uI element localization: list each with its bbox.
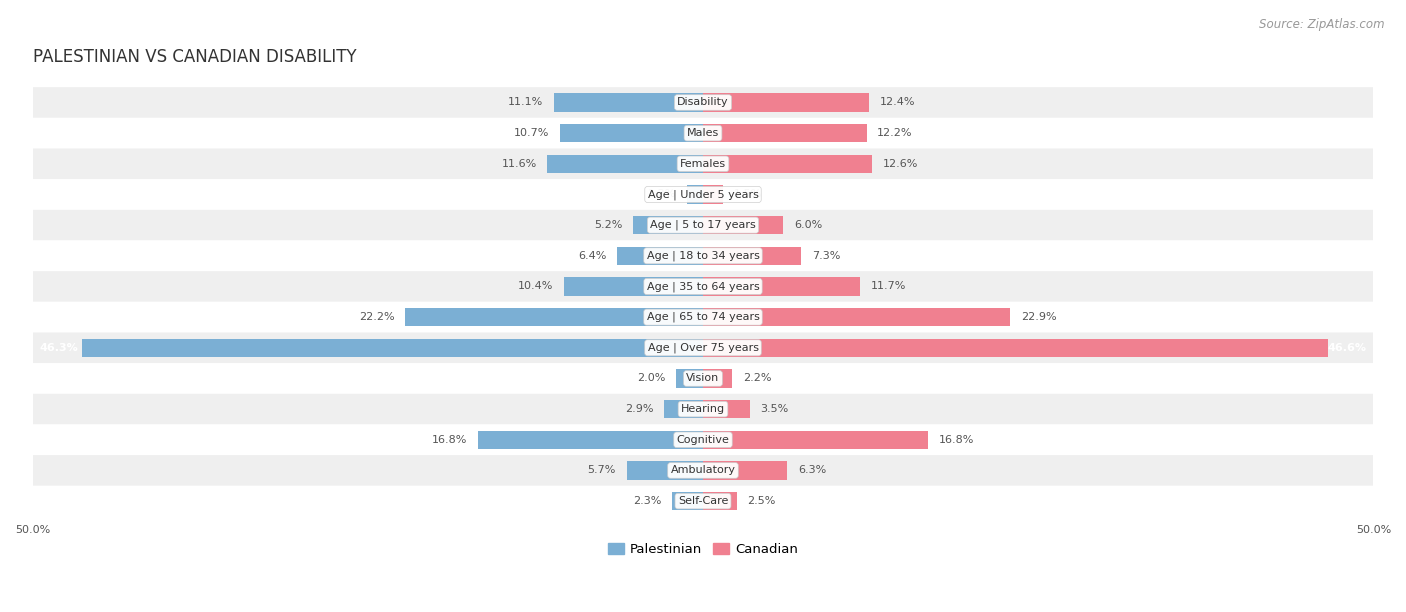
Text: 2.3%: 2.3% <box>633 496 661 506</box>
Bar <box>82 338 703 357</box>
Bar <box>672 492 703 510</box>
Text: 5.2%: 5.2% <box>595 220 623 230</box>
Text: Hearing: Hearing <box>681 404 725 414</box>
Text: 2.2%: 2.2% <box>744 373 772 384</box>
FancyBboxPatch shape <box>32 363 1374 394</box>
Text: Age | 35 to 64 years: Age | 35 to 64 years <box>647 282 759 292</box>
Text: 16.8%: 16.8% <box>432 435 467 445</box>
Bar <box>703 400 749 419</box>
Bar <box>554 93 703 112</box>
Text: Males: Males <box>688 128 718 138</box>
Text: Females: Females <box>681 159 725 169</box>
Text: 11.7%: 11.7% <box>870 282 905 291</box>
FancyBboxPatch shape <box>32 87 1374 118</box>
Bar <box>405 308 703 326</box>
Bar <box>703 308 1010 326</box>
Text: 11.1%: 11.1% <box>508 97 544 108</box>
Bar <box>547 155 703 173</box>
FancyBboxPatch shape <box>32 179 1374 210</box>
Bar <box>703 431 928 449</box>
Text: Age | 18 to 34 years: Age | 18 to 34 years <box>647 250 759 261</box>
Text: 46.6%: 46.6% <box>1327 343 1367 353</box>
Bar <box>703 155 872 173</box>
Text: PALESTINIAN VS CANADIAN DISABILITY: PALESTINIAN VS CANADIAN DISABILITY <box>32 48 356 65</box>
Text: 7.3%: 7.3% <box>811 251 839 261</box>
Text: 3.5%: 3.5% <box>761 404 789 414</box>
Text: Age | 5 to 17 years: Age | 5 to 17 years <box>650 220 756 230</box>
Text: 22.9%: 22.9% <box>1021 312 1056 322</box>
FancyBboxPatch shape <box>32 302 1374 332</box>
Text: Age | Under 5 years: Age | Under 5 years <box>648 189 758 200</box>
Bar <box>703 338 1327 357</box>
Text: Vision: Vision <box>686 373 720 384</box>
Bar <box>560 124 703 143</box>
Text: 12.6%: 12.6% <box>883 159 918 169</box>
Text: Cognitive: Cognitive <box>676 435 730 445</box>
Text: Ambulatory: Ambulatory <box>671 466 735 476</box>
Text: 6.3%: 6.3% <box>799 466 827 476</box>
Bar <box>703 277 860 296</box>
Bar <box>688 185 703 204</box>
FancyBboxPatch shape <box>32 486 1374 517</box>
Bar <box>703 185 723 204</box>
Text: 16.8%: 16.8% <box>939 435 974 445</box>
Text: Self-Care: Self-Care <box>678 496 728 506</box>
Text: 2.5%: 2.5% <box>747 496 776 506</box>
Text: 22.2%: 22.2% <box>359 312 395 322</box>
Bar <box>676 369 703 387</box>
FancyBboxPatch shape <box>32 149 1374 179</box>
Text: 5.7%: 5.7% <box>588 466 616 476</box>
Text: 1.2%: 1.2% <box>648 190 676 200</box>
Text: 12.4%: 12.4% <box>880 97 915 108</box>
Legend: Palestinian, Canadian: Palestinian, Canadian <box>602 538 804 561</box>
Text: 2.0%: 2.0% <box>637 373 665 384</box>
Bar <box>478 431 703 449</box>
Text: 12.2%: 12.2% <box>877 128 912 138</box>
Text: 10.7%: 10.7% <box>513 128 548 138</box>
Bar <box>703 369 733 387</box>
Text: 46.3%: 46.3% <box>39 343 79 353</box>
Text: Source: ZipAtlas.com: Source: ZipAtlas.com <box>1260 18 1385 31</box>
Text: 6.0%: 6.0% <box>794 220 823 230</box>
FancyBboxPatch shape <box>32 118 1374 149</box>
Text: 1.5%: 1.5% <box>734 190 762 200</box>
FancyBboxPatch shape <box>32 241 1374 271</box>
FancyBboxPatch shape <box>32 210 1374 241</box>
Bar <box>703 93 869 112</box>
Text: Age | 65 to 74 years: Age | 65 to 74 years <box>647 312 759 323</box>
Bar <box>703 247 801 265</box>
Bar <box>664 400 703 419</box>
Bar <box>617 247 703 265</box>
Text: 2.9%: 2.9% <box>624 404 654 414</box>
Bar <box>564 277 703 296</box>
Text: 11.6%: 11.6% <box>502 159 537 169</box>
Text: 6.4%: 6.4% <box>578 251 606 261</box>
FancyBboxPatch shape <box>32 394 1374 425</box>
Text: Age | Over 75 years: Age | Over 75 years <box>648 343 758 353</box>
FancyBboxPatch shape <box>32 271 1374 302</box>
Text: Disability: Disability <box>678 97 728 108</box>
Bar <box>703 216 783 234</box>
FancyBboxPatch shape <box>32 425 1374 455</box>
Bar <box>703 461 787 480</box>
Bar <box>703 124 866 143</box>
Bar <box>703 492 737 510</box>
Bar <box>627 461 703 480</box>
FancyBboxPatch shape <box>32 455 1374 486</box>
Text: 10.4%: 10.4% <box>517 282 553 291</box>
FancyBboxPatch shape <box>32 332 1374 363</box>
Bar <box>633 216 703 234</box>
